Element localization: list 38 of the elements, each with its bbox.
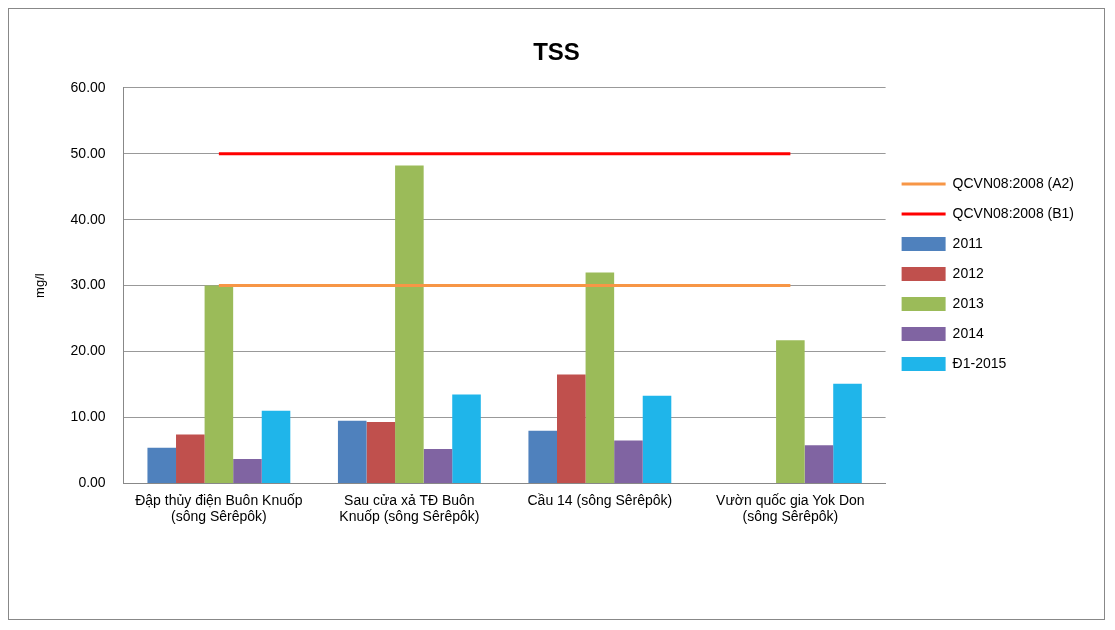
y-tick-label: 40.00	[70, 210, 106, 227]
legend-label: QCVN08:2008 (B1)	[952, 204, 1075, 221]
bar	[261, 410, 291, 483]
x-tick-label: Cầu 14 (sông Sêrêpôk)	[527, 491, 673, 508]
bar	[395, 165, 424, 483]
bar	[642, 395, 672, 483]
bar	[204, 285, 234, 483]
bar	[452, 394, 481, 483]
legend-label: 2011	[952, 234, 983, 251]
x-tick-label: Đập thủy điện Buôn Knuốp (sông Sêrêpôk)	[135, 491, 303, 525]
bar	[423, 449, 453, 483]
y-tick-label: 20.00	[70, 342, 106, 359]
bar	[776, 340, 805, 483]
bar	[528, 430, 558, 483]
legend-label: 2012	[952, 264, 984, 281]
legend-label: 2013	[952, 294, 984, 311]
y-axis-title: mg/l	[32, 273, 48, 298]
y-tick-label: 30.00	[70, 276, 106, 293]
x-tick-label: Sau cửa xả TĐ Buôn Knuốp (sông Sêrêpôk)	[339, 491, 480, 525]
bar	[337, 420, 367, 483]
bar	[585, 272, 615, 483]
bar	[557, 374, 586, 483]
bar	[614, 440, 643, 483]
bar	[804, 445, 834, 483]
y-tick-label: 60.00	[70, 78, 106, 95]
bar	[176, 434, 205, 483]
bar	[366, 422, 396, 483]
legend-label: Đ1-2015	[952, 354, 1007, 371]
y-tick-label: 10.00	[70, 408, 106, 425]
bar	[833, 383, 862, 483]
y-tick-label: 50.00	[70, 144, 106, 161]
x-tick-label: Vườn quốc gia Yok Don (sông Sêrêpôk)	[716, 491, 865, 525]
legend-label: 2014	[952, 324, 984, 341]
chart-title: TSS	[533, 38, 580, 66]
bar	[147, 447, 177, 483]
bar	[233, 459, 262, 483]
legend-label: QCVN08:2008 (A2)	[952, 174, 1075, 191]
y-tick-label: 0.00	[78, 474, 106, 491]
